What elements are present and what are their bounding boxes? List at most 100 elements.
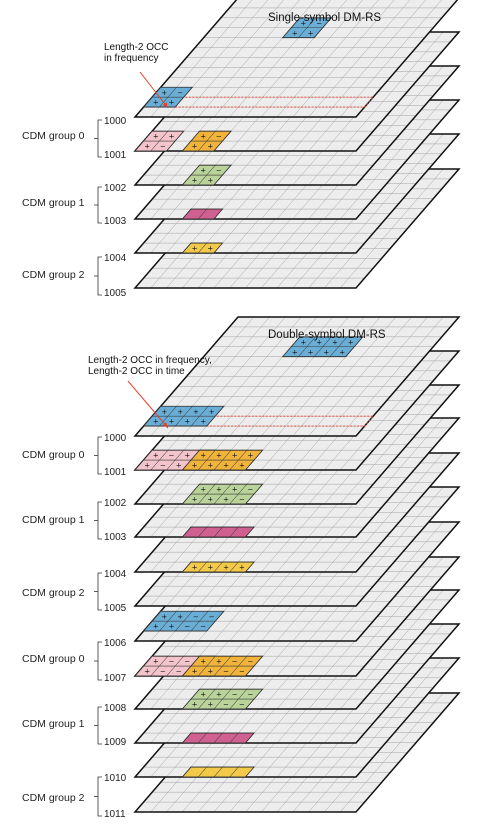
dmrs-resource-block: + +: [181, 242, 224, 254]
occ-sign: +: [169, 623, 175, 631]
occ-sign: +: [200, 418, 206, 426]
occ-sign: +: [216, 658, 222, 666]
occ-sign: −: [248, 486, 254, 494]
occ-sign: −: [316, 19, 322, 27]
occ-sign: +: [192, 564, 198, 572]
dmrs-resource-block: [181, 208, 224, 220]
cdm-group-label: CDM group 2: [22, 587, 85, 599]
occ-sign: −: [216, 133, 222, 141]
bottom-annotation-line-2: Length-2 OCC in time: [88, 366, 185, 377]
occ-sign: +: [239, 462, 245, 470]
cdm-group-label: CDM group 1: [22, 514, 85, 526]
bottom-annotation: Length-2 OCC in frequency, Length-2 OCC …: [88, 355, 212, 377]
occ-sign: +: [316, 338, 322, 346]
dmrs-resource-block: ++++++++: [281, 336, 364, 358]
dmrs-resource-block: [181, 732, 255, 744]
occ-sign: −: [248, 691, 254, 699]
occ-sign: −: [177, 89, 183, 97]
port-label: 1006: [104, 638, 127, 649]
occ-sign: +: [209, 408, 215, 416]
port-label: 1008: [104, 703, 127, 714]
dmrs-resource-block: + + + +: [181, 561, 255, 573]
occ-sign: +: [200, 167, 206, 175]
port-label: 1000: [104, 116, 127, 127]
occ-sign: +: [308, 348, 314, 356]
occ-sign: −: [232, 658, 238, 666]
occ-sign: +: [192, 496, 198, 504]
port-label: 1007: [104, 673, 127, 684]
occ-sign: +: [200, 133, 206, 141]
cdm-group-bracket: [94, 186, 102, 224]
occ-sign: +: [292, 348, 298, 356]
occ-sign: +: [144, 462, 150, 470]
occ-sign: +: [207, 668, 213, 676]
occ-sign: +: [192, 701, 198, 709]
port-label: 1009: [104, 737, 127, 748]
port-label: 1004: [104, 253, 127, 264]
occ-sign: −: [160, 143, 166, 151]
dmrs-resource-block: +++−: [281, 17, 333, 39]
occ-sign: +: [207, 177, 213, 185]
cdm-group-label: CDM group 1: [22, 718, 85, 730]
dmrs-resource-block: ++++−−−−: [181, 688, 264, 710]
cdm-group-bracket: [94, 706, 102, 745]
occ-sign: −: [200, 623, 206, 631]
occ-sign: +: [207, 462, 213, 470]
occ-sign: +: [292, 29, 298, 37]
occ-sign: −: [216, 167, 222, 175]
occ-sign: +: [239, 564, 245, 572]
occ-sign: +: [161, 613, 167, 621]
occ-sign: +: [308, 29, 314, 37]
occ-sign: +: [184, 452, 190, 460]
occ-sign: +: [216, 452, 222, 460]
occ-sign: +: [232, 452, 238, 460]
dmrs-resource-block: ++−+: [134, 130, 185, 152]
occ-sign: +: [161, 89, 167, 97]
occ-sign: −: [193, 613, 199, 621]
occ-sign: +: [192, 177, 198, 185]
occ-sign: +: [207, 143, 213, 151]
occ-sign: +: [223, 496, 229, 504]
occ-sign: +: [248, 452, 254, 460]
cdm-group-bracket: [94, 436, 102, 475]
occ-sign: +: [192, 143, 198, 151]
occ-sign: +: [223, 462, 229, 470]
occ-sign: +: [207, 496, 213, 504]
occ-sign: +: [200, 691, 206, 699]
dmrs-resource-block: [181, 766, 255, 778]
port-label: 1001: [104, 467, 127, 478]
occ-sign: +: [232, 486, 238, 494]
occ-sign: +: [177, 613, 183, 621]
occ-sign: −: [223, 668, 229, 676]
port-label: 1005: [104, 603, 127, 614]
occ-sign: −: [176, 668, 182, 676]
occ-sign: −: [160, 462, 166, 470]
top-annotation-line-2: in frequency: [104, 53, 159, 64]
annotation-arrow: [127, 380, 169, 429]
occ-sign: +: [177, 408, 183, 416]
dmrs-resource-block: [181, 526, 255, 538]
port-label: 1003: [104, 216, 127, 227]
occ-sign: +: [207, 245, 213, 253]
bottom-annotation-line-1: Length-2 OCC in frequency,: [88, 355, 212, 366]
dmrs-resource-block: +++−: [181, 164, 232, 186]
occ-sign: +: [144, 143, 150, 151]
dmrs-resource-block: ++++−−−−: [181, 655, 264, 677]
occ-sign: +: [184, 418, 190, 426]
occ-sign: +: [216, 691, 222, 699]
cdm-group-bracket: [94, 501, 102, 540]
dmrs-resource-block: +++−: [142, 86, 194, 108]
occ-sign: +: [153, 658, 159, 666]
annotation-arrow: [139, 71, 169, 109]
occ-sign: +: [153, 99, 159, 107]
cdm-group-label: CDM group 2: [22, 269, 85, 281]
occ-sign: −: [239, 701, 245, 709]
occ-sign: −: [184, 623, 190, 631]
port-label: 1002: [104, 183, 127, 194]
occ-sign: +: [200, 658, 206, 666]
occ-sign: +: [300, 19, 306, 27]
cdm-group-bracket: [94, 572, 102, 611]
occ-sign: +: [323, 348, 329, 356]
occ-sign: +: [200, 452, 206, 460]
